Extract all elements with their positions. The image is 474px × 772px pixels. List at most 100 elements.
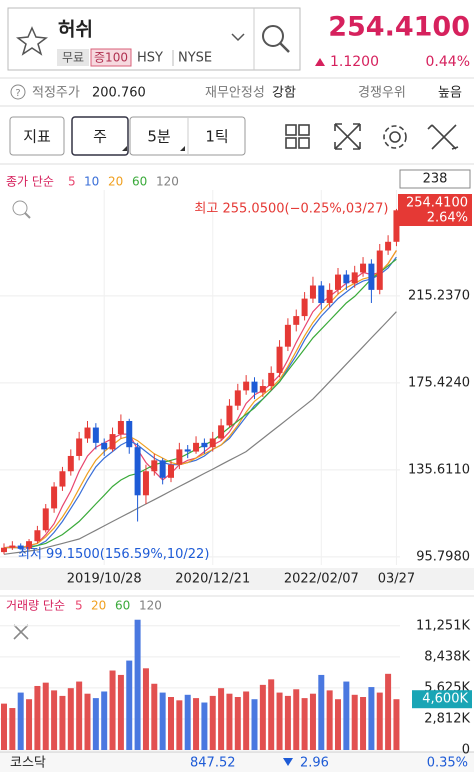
change-pct: 0.44%	[426, 54, 470, 70]
volume-bar	[67, 688, 74, 750]
volume-bar	[376, 692, 383, 750]
legend-item: 120	[156, 175, 179, 189]
y-tick-label: 2,812K	[424, 711, 470, 726]
legend-title: 거래량 단순	[6, 599, 65, 613]
button-label: 지표	[23, 128, 51, 146]
volume-bar	[351, 694, 358, 750]
badge-bg	[57, 49, 89, 66]
candle-body	[193, 442, 200, 452]
candle-body	[51, 486, 58, 509]
favorite-star[interactable]	[16, 26, 48, 56]
volume-bar	[159, 692, 166, 750]
candle-body	[385, 241, 392, 251]
volume-bar	[101, 691, 108, 750]
price-tag-change: 2.64%	[427, 211, 468, 226]
low-annotation: 최저 99.1500(156.59%,10/22)	[18, 547, 209, 562]
volume-bar	[259, 684, 266, 750]
legend-item: 20	[91, 599, 106, 613]
volume-bar	[26, 699, 33, 750]
candle-body	[251, 381, 258, 393]
info-label: 경쟁우위	[358, 86, 406, 101]
candle-body	[301, 298, 308, 317]
candle-body	[126, 420, 133, 448]
y-tick-label: 11,251K	[416, 618, 470, 633]
volume-bar	[126, 660, 133, 750]
search-box[interactable]	[7, 7, 301, 71]
footer-bg	[0, 752, 474, 772]
badge: 무료	[62, 51, 84, 65]
volume-bar	[226, 693, 233, 750]
volume-bar	[318, 674, 325, 750]
top-box-label: 238	[423, 172, 448, 187]
candle-body	[318, 285, 325, 303]
high-annotation: 최고 255.0500(−0.25%,03/27)	[194, 201, 388, 216]
volume-bar	[51, 690, 58, 750]
toolbar-icons[interactable]	[285, 123, 459, 150]
search-icon[interactable]	[262, 25, 284, 47]
candle-body	[42, 508, 49, 531]
help-icon[interactable]	[10, 84, 26, 100]
candle-body	[142, 471, 149, 496]
candle-body	[151, 460, 158, 472]
x-tick-label: 2022/02/07	[284, 572, 359, 587]
volume-bar	[201, 702, 208, 750]
price-tag-label: 254.4100	[406, 196, 468, 211]
volume-bar	[360, 697, 367, 750]
legend-item: 120	[139, 599, 162, 613]
volume-bar	[142, 668, 149, 750]
volume-bar	[84, 693, 91, 750]
dropdown[interactable]	[231, 33, 245, 42]
index-name: 코스닥	[10, 756, 46, 771]
volume-bar	[276, 692, 283, 750]
zoom-icon	[24, 212, 31, 219]
candle-body	[368, 263, 375, 290]
down-arrow	[283, 758, 293, 766]
candle-body	[326, 289, 333, 303]
candle-body	[76, 438, 83, 456]
help-icon: ?	[15, 88, 20, 99]
legend-item: 10	[84, 175, 99, 189]
date-axis-bg	[0, 568, 474, 590]
close-icon[interactable]	[13, 624, 29, 640]
volume-bar	[393, 699, 400, 750]
candle-body	[234, 390, 241, 406]
candle-body	[209, 438, 216, 448]
candle-body	[134, 447, 141, 496]
ma-line	[4, 256, 397, 549]
volume-bar	[134, 619, 141, 750]
button[interactable]	[71, 116, 129, 156]
volume-bar	[343, 681, 350, 750]
volume-bar	[301, 698, 308, 750]
candle-body	[117, 420, 124, 435]
y-tick-label: 95.7980	[416, 549, 470, 564]
corner-mark	[180, 146, 185, 151]
volume-bar	[117, 674, 124, 750]
ma-line	[3, 311, 397, 555]
badge: 증100	[94, 51, 128, 65]
volume-bar	[59, 695, 66, 750]
candle-body	[360, 263, 367, 273]
x-tick-label: 2020/12/21	[175, 572, 250, 587]
volume-bar	[326, 690, 333, 750]
x-tick-label: 03/27	[378, 572, 415, 587]
volume-bar	[218, 688, 225, 750]
button[interactable]	[9, 116, 65, 156]
candle-body	[201, 442, 208, 448]
info-value: 높음	[438, 86, 462, 101]
candle-body	[34, 530, 41, 542]
candle-body	[284, 324, 291, 347]
volume-bar	[34, 685, 41, 750]
candle-body	[26, 541, 33, 549]
candle-body	[218, 425, 225, 439]
zoom-icon[interactable]	[12, 200, 28, 216]
y-tick-label: 135.6110	[408, 462, 470, 477]
candle-body	[1, 547, 7, 553]
candle-body	[351, 272, 358, 284]
volume-bar	[109, 670, 116, 750]
info-value: 강함	[272, 86, 296, 101]
candle-body	[293, 316, 300, 325]
y-tick-label: 175.4240	[408, 375, 470, 390]
candle-body	[101, 442, 108, 450]
volume-bar	[17, 692, 24, 750]
